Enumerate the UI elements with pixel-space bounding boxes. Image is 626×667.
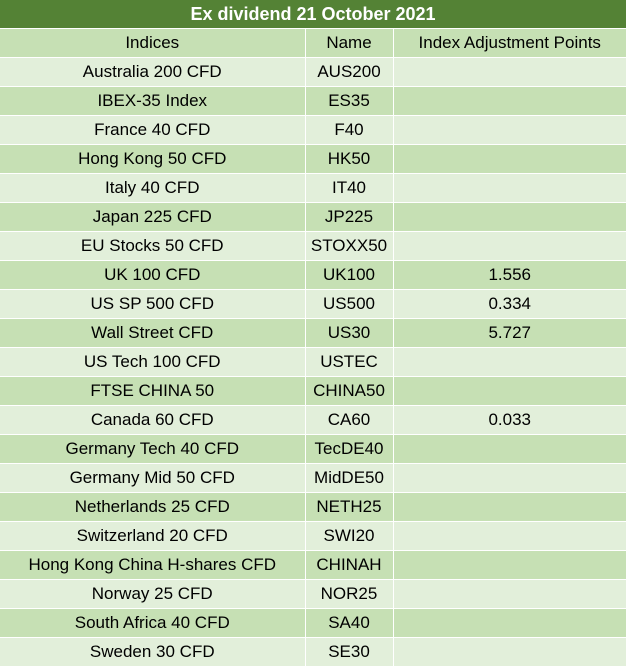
table-row: Germany Tech 40 CFD TecDE40 — [0, 434, 626, 464]
cell-adjustment-points — [393, 463, 626, 493]
cell-adjustment-points: 1.556 — [393, 260, 626, 290]
cell-index: South Africa 40 CFD — [0, 608, 306, 638]
cell-name: MidDE50 — [305, 463, 394, 493]
cell-adjustment-points — [393, 57, 626, 87]
cell-index: Sweden 30 CFD — [0, 637, 306, 667]
table-row: Sweden 30 CFD SE30 — [0, 637, 626, 667]
header-row: Indices Name Index Adjustment Points — [0, 28, 626, 58]
cell-index: Switzerland 20 CFD — [0, 521, 306, 551]
cell-index: UK 100 CFD — [0, 260, 306, 290]
cell-adjustment-points — [393, 376, 626, 406]
cell-adjustment-points — [393, 608, 626, 638]
cell-adjustment-points: 0.033 — [393, 405, 626, 435]
cell-name: SWI20 — [305, 521, 394, 551]
table-row: South Africa 40 CFD SA40 — [0, 608, 626, 638]
cell-index: Italy 40 CFD — [0, 173, 306, 203]
cell-index: FTSE CHINA 50 — [0, 376, 306, 406]
title-row: Ex dividend 21 October 2021 — [0, 0, 626, 29]
cell-index: EU Stocks 50 CFD — [0, 231, 306, 261]
cell-name: STOXX50 — [305, 231, 394, 261]
table-row: Switzerland 20 CFD SWI20 — [0, 521, 626, 551]
table-row: FTSE CHINA 50 CHINA50 — [0, 376, 626, 406]
cell-name: HK50 — [305, 144, 394, 174]
table-row: EU Stocks 50 CFD STOXX50 — [0, 231, 626, 261]
cell-adjustment-points — [393, 202, 626, 232]
cell-adjustment-points — [393, 144, 626, 174]
table-title: Ex dividend 21 October 2021 — [0, 0, 626, 29]
table-row: Hong Kong 50 CFD HK50 — [0, 144, 626, 174]
cell-index: Germany Mid 50 CFD — [0, 463, 306, 493]
cell-adjustment-points — [393, 347, 626, 377]
table-row: Norway 25 CFD NOR25 — [0, 579, 626, 609]
cell-name: CHINA50 — [305, 376, 394, 406]
cell-index: Canada 60 CFD — [0, 405, 306, 435]
cell-name: AUS200 — [305, 57, 394, 87]
cell-adjustment-points — [393, 579, 626, 609]
cell-index: Norway 25 CFD — [0, 579, 306, 609]
cell-index: US SP 500 CFD — [0, 289, 306, 319]
cell-adjustment-points — [393, 521, 626, 551]
cell-adjustment-points: 0.334 — [393, 289, 626, 319]
table-row: UK 100 CFD UK100 1.556 — [0, 260, 626, 290]
table-row: Australia 200 CFD AUS200 — [0, 57, 626, 87]
table-body: Australia 200 CFD AUS200 IBEX-35 Index ES35… — [0, 57, 626, 667]
cell-index: Australia 200 CFD — [0, 57, 306, 87]
table-row: Japan 225 CFD JP225 — [0, 202, 626, 232]
table-row: Netherlands 25 CFD NETH25 — [0, 492, 626, 522]
cell-name: SE30 — [305, 637, 394, 667]
cell-adjustment-points — [393, 637, 626, 667]
cell-adjustment-points — [393, 173, 626, 203]
table-row: US Tech 100 CFD USTEC — [0, 347, 626, 377]
cell-index: Netherlands 25 CFD — [0, 492, 306, 522]
cell-name: ES35 — [305, 86, 394, 116]
cell-name: CA60 — [305, 405, 394, 435]
cell-name: SA40 — [305, 608, 394, 638]
table-row: Canada 60 CFD CA60 0.033 — [0, 405, 626, 435]
cell-name: US500 — [305, 289, 394, 319]
cell-name: UK100 — [305, 260, 394, 290]
table-row: France 40 CFD F40 — [0, 115, 626, 145]
cell-name: NETH25 — [305, 492, 394, 522]
table-row: Hong Kong China H-shares CFD CHINAH — [0, 550, 626, 580]
cell-index: France 40 CFD — [0, 115, 306, 145]
cell-name: JP225 — [305, 202, 394, 232]
table-row: IBEX-35 Index ES35 — [0, 86, 626, 116]
cell-name: CHINAH — [305, 550, 394, 580]
column-header-adjustment-points: Index Adjustment Points — [393, 28, 626, 58]
cell-name: USTEC — [305, 347, 394, 377]
cell-index: Germany Tech 40 CFD — [0, 434, 306, 464]
cell-adjustment-points: 5.727 — [393, 318, 626, 348]
cell-index: Hong Kong China H-shares CFD — [0, 550, 306, 580]
cell-adjustment-points — [393, 86, 626, 116]
cell-index: IBEX-35 Index — [0, 86, 306, 116]
cell-index: Wall Street CFD — [0, 318, 306, 348]
cell-index: Hong Kong 50 CFD — [0, 144, 306, 174]
table-row: Wall Street CFD US30 5.727 — [0, 318, 626, 348]
cell-name: F40 — [305, 115, 394, 145]
cell-adjustment-points — [393, 434, 626, 464]
column-header-name: Name — [305, 28, 394, 58]
table-row: Italy 40 CFD IT40 — [0, 173, 626, 203]
cell-name: US30 — [305, 318, 394, 348]
cell-index: Japan 225 CFD — [0, 202, 306, 232]
column-header-indices: Indices — [0, 28, 306, 58]
cell-name: NOR25 — [305, 579, 394, 609]
cell-name: IT40 — [305, 173, 394, 203]
table-row: US SP 500 CFD US500 0.334 — [0, 289, 626, 319]
cell-adjustment-points — [393, 492, 626, 522]
cell-index: US Tech 100 CFD — [0, 347, 306, 377]
table-row: Germany Mid 50 CFD MidDE50 — [0, 463, 626, 493]
cell-name: TecDE40 — [305, 434, 394, 464]
cell-adjustment-points — [393, 115, 626, 145]
cell-adjustment-points — [393, 550, 626, 580]
cell-adjustment-points — [393, 231, 626, 261]
